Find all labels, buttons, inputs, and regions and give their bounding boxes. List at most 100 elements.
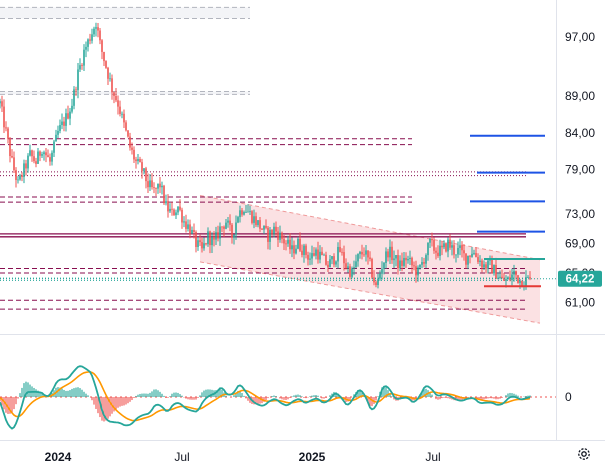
histogram-bar <box>361 392 363 397</box>
candle-body <box>211 236 213 246</box>
candle-body <box>33 156 35 162</box>
candle-body <box>73 89 75 106</box>
candle-body <box>303 245 305 255</box>
candle-body <box>43 152 45 155</box>
histogram-bar <box>93 397 95 405</box>
candle-body <box>31 150 33 157</box>
candle-body <box>267 227 269 242</box>
candle-body <box>71 105 73 112</box>
histogram-bar <box>323 397 325 399</box>
candle-body <box>165 201 167 204</box>
candle-body <box>451 245 453 248</box>
candle-body <box>437 252 439 256</box>
histogram-bar <box>299 395 301 397</box>
candle-body <box>381 268 383 274</box>
candle-body <box>65 113 67 126</box>
histogram-bar <box>305 397 307 399</box>
histogram-bar <box>17 397 19 399</box>
candle-body <box>45 152 47 156</box>
last-price-tag: 64,22 <box>558 270 602 287</box>
histogram-bar <box>309 396 311 397</box>
histogram-bar <box>115 397 117 410</box>
candle-body <box>485 264 487 269</box>
candle-body <box>21 175 23 178</box>
candle-body <box>253 216 255 223</box>
candle-body <box>181 209 183 223</box>
support-resistance-layer <box>0 6 526 310</box>
candle-body <box>3 106 5 128</box>
candle-body <box>387 251 389 258</box>
candle-body <box>117 100 119 107</box>
candle-body <box>317 249 319 260</box>
histogram-bar <box>217 389 219 397</box>
histogram-bar <box>335 392 337 397</box>
candle-body <box>415 266 417 276</box>
histogram-bar <box>515 394 517 397</box>
histogram-bar <box>99 397 101 418</box>
candle-body <box>309 258 311 260</box>
candle-body <box>175 212 177 216</box>
histogram-bar <box>415 397 417 399</box>
histogram-bar <box>359 390 361 397</box>
candle-body <box>197 240 199 247</box>
candle-body <box>403 257 405 266</box>
histogram-bar <box>15 397 17 405</box>
candle-body <box>121 113 123 115</box>
candle-body <box>407 259 409 261</box>
histogram-bar <box>203 390 205 397</box>
time-axis[interactable]: 2024 Jul 2025 Jul <box>45 450 441 464</box>
histogram-bar <box>107 397 109 419</box>
candle-body <box>87 39 89 47</box>
candle-body <box>305 245 307 255</box>
histogram-bar <box>191 397 193 400</box>
candle-body <box>457 247 459 255</box>
candle-body <box>219 226 221 239</box>
histogram-bar <box>0 397 1 402</box>
candle-body <box>331 256 333 260</box>
histogram-bar <box>329 395 331 397</box>
zone-band-0 <box>0 7 250 19</box>
candle-body <box>233 234 235 238</box>
candle-body <box>185 221 187 229</box>
candle-body <box>375 282 377 285</box>
candle-body <box>395 255 397 259</box>
histogram-bar <box>421 391 423 397</box>
candle-body <box>257 220 259 226</box>
candle-body <box>489 259 491 261</box>
candle-body <box>299 238 301 251</box>
candle-body <box>425 255 427 264</box>
candle-body <box>321 251 323 256</box>
candle-body <box>445 243 447 252</box>
candle-body <box>107 67 109 79</box>
histogram-bar <box>179 394 181 397</box>
candle-body <box>59 125 61 131</box>
histogram-bar <box>529 395 531 397</box>
candle-body <box>503 277 505 281</box>
candle-body <box>235 222 237 235</box>
candle-body <box>93 28 95 35</box>
histogram-bar <box>321 397 323 399</box>
settings-gear-button[interactable] <box>576 446 592 462</box>
histogram-bar <box>161 393 163 397</box>
candle-body <box>447 239 449 252</box>
candle-body <box>367 250 369 258</box>
candle-body <box>341 251 343 253</box>
histogram-bar <box>61 388 63 397</box>
candlestick-series <box>0 22 531 291</box>
candle-body <box>347 266 349 269</box>
histogram-bar <box>391 396 393 397</box>
candle-body <box>477 257 479 262</box>
candle-body <box>159 183 161 188</box>
histogram-bar <box>493 397 495 399</box>
candle-body <box>151 180 153 188</box>
price-tick-label: 61,00 <box>565 295 595 309</box>
candle-body <box>105 61 107 68</box>
zone-band-1 <box>0 91 250 95</box>
histogram-bar <box>271 396 273 397</box>
candle-body <box>69 111 71 119</box>
histogram-bar <box>287 397 289 400</box>
histogram-bar <box>141 393 143 397</box>
candle-body <box>77 69 79 91</box>
